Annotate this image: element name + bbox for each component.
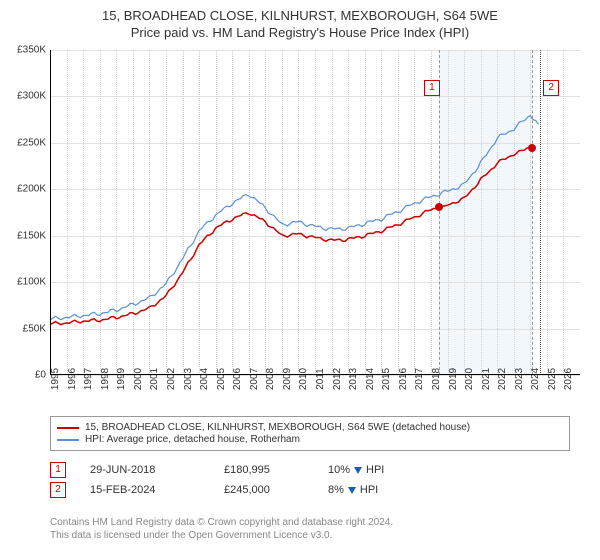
y-axis-label: £350K — [17, 45, 46, 56]
x-axis-label: 2002 — [166, 368, 177, 390]
footer-line2: This data is licensed under the Open Gov… — [50, 529, 393, 542]
y-axis-label: £300K — [17, 91, 46, 102]
x-axis-label: 1999 — [116, 368, 127, 390]
x-axis-label: 2009 — [282, 368, 293, 390]
event-date: 29-JUN-2018 — [90, 464, 200, 476]
event-marker: 1 — [424, 80, 440, 96]
x-axis-label: 2006 — [232, 368, 243, 390]
event-pct: 10% HPI — [328, 464, 438, 476]
x-axis-label: 1998 — [100, 368, 111, 390]
event-suffix: HPI — [366, 464, 384, 476]
arrow-down-icon — [354, 467, 362, 474]
legend-item: 15, BROADHEAD CLOSE, KILNHURST, MEXBOROU… — [57, 422, 563, 433]
y-axis-label: £50K — [23, 323, 46, 334]
y-axis-label: £0 — [35, 370, 46, 381]
x-axis-label: 2026 — [563, 368, 574, 390]
sale-point — [435, 203, 443, 211]
x-axis-label: 1997 — [83, 368, 94, 390]
x-axis-label: 2011 — [315, 368, 326, 390]
x-axis-label: 2013 — [348, 368, 359, 390]
series-hpi — [50, 116, 539, 321]
x-axis-label: 2018 — [431, 368, 442, 390]
chart-container: 15, BROADHEAD CLOSE, KILNHURST, MEXBOROU… — [0, 0, 600, 560]
sale-point — [528, 144, 536, 152]
event-index: 2 — [50, 482, 66, 498]
x-axis-label: 2017 — [414, 368, 425, 390]
event-table: 1 29-JUN-2018 £180,995 10% HPI 2 15-FEB-2024 £2… — [50, 458, 570, 502]
event-index: 1 — [50, 462, 66, 478]
y-axis-label: £150K — [17, 230, 46, 241]
plot-area: 12 £0£50K£100K£150K£200K£250K£300K£350K … — [50, 50, 580, 375]
event-row: 2 15-FEB-2024 £245,000 8% HPI — [50, 482, 570, 498]
footer-line1: Contains HM Land Registry data © Crown c… — [50, 516, 393, 529]
event-row: 1 29-JUN-2018 £180,995 10% HPI — [50, 462, 570, 478]
x-axis-label: 2016 — [398, 368, 409, 390]
arrow-down-icon — [348, 487, 356, 494]
x-axis-label: 2021 — [481, 368, 492, 390]
event-date: 15-FEB-2024 — [90, 484, 200, 496]
event-suffix: HPI — [360, 484, 378, 496]
x-axis-label: 2024 — [530, 368, 541, 390]
series-property — [50, 147, 532, 325]
x-axis-label: 2022 — [497, 368, 508, 390]
legend-label: 15, BROADHEAD CLOSE, KILNHURST, MEXBOROU… — [85, 422, 470, 433]
line-series — [50, 50, 580, 375]
legend-swatch — [57, 439, 79, 441]
event-pct-value: 8% — [328, 484, 344, 496]
y-axis-label: £200K — [17, 184, 46, 195]
x-axis-label: 2019 — [448, 368, 459, 390]
chart-titles: 15, BROADHEAD CLOSE, KILNHURST, MEXBOROU… — [0, 0, 600, 40]
legend-label: HPI: Average price, detached house, Roth… — [85, 434, 300, 445]
event-marker: 2 — [543, 80, 559, 96]
x-axis-label: 1995 — [50, 368, 61, 390]
x-axis-label: 2014 — [365, 368, 376, 390]
footer-attribution: Contains HM Land Registry data © Crown c… — [50, 516, 393, 542]
y-axis-label: £100K — [17, 277, 46, 288]
legend-swatch — [57, 427, 79, 429]
x-axis-label: 2015 — [381, 368, 392, 390]
x-axis-label: 2020 — [464, 368, 475, 390]
x-axis-label: 2000 — [133, 368, 144, 390]
x-axis-label: 2008 — [265, 368, 276, 390]
title-subtitle: Price paid vs. HM Land Registry's House … — [0, 25, 600, 40]
x-axis-label: 2007 — [249, 368, 260, 390]
title-address: 15, BROADHEAD CLOSE, KILNHURST, MEXBOROU… — [0, 8, 600, 23]
y-axis-label: £250K — [17, 137, 46, 148]
x-axis-label: 2012 — [332, 368, 343, 390]
event-price: £245,000 — [224, 484, 304, 496]
legend: 15, BROADHEAD CLOSE, KILNHURST, MEXBOROU… — [50, 416, 570, 451]
x-axis-label: 2023 — [514, 368, 525, 390]
x-axis-label: 2010 — [298, 368, 309, 390]
event-pct: 8% HPI — [328, 484, 438, 496]
x-axis-label: 2025 — [547, 368, 558, 390]
event-price: £180,995 — [224, 464, 304, 476]
x-axis-label: 2003 — [183, 368, 194, 390]
x-axis-label: 2005 — [216, 368, 227, 390]
event-pct-value: 10% — [328, 464, 350, 476]
x-axis-label: 2001 — [149, 368, 160, 390]
x-axis-label: 1996 — [67, 368, 78, 390]
x-axis-label: 2004 — [199, 368, 210, 390]
legend-item: HPI: Average price, detached house, Roth… — [57, 434, 563, 445]
